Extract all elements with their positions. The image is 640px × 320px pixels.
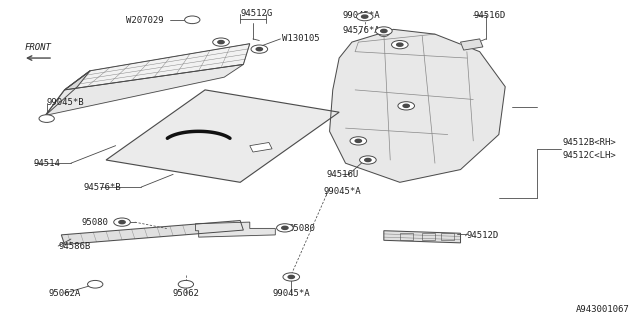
Polygon shape bbox=[106, 90, 339, 182]
Text: 99045*B: 99045*B bbox=[47, 98, 84, 107]
Text: 94512C<LH>: 94512C<LH> bbox=[563, 151, 616, 160]
Circle shape bbox=[360, 156, 376, 164]
Text: 99045*A: 99045*A bbox=[273, 289, 310, 298]
Circle shape bbox=[362, 15, 368, 18]
Text: 94512G: 94512G bbox=[240, 9, 272, 18]
Text: 95080: 95080 bbox=[288, 224, 315, 233]
Circle shape bbox=[403, 104, 410, 108]
Text: 94586B: 94586B bbox=[58, 242, 90, 251]
Circle shape bbox=[283, 273, 300, 281]
Circle shape bbox=[212, 38, 229, 46]
Circle shape bbox=[88, 280, 103, 288]
Text: 99045*A: 99045*A bbox=[324, 188, 361, 196]
Text: 95062: 95062 bbox=[172, 289, 199, 298]
Circle shape bbox=[392, 41, 408, 49]
Text: 95080: 95080 bbox=[81, 218, 108, 227]
Circle shape bbox=[184, 16, 200, 24]
Circle shape bbox=[218, 41, 224, 44]
Circle shape bbox=[356, 12, 373, 21]
Polygon shape bbox=[61, 220, 243, 244]
Circle shape bbox=[397, 43, 403, 46]
Circle shape bbox=[381, 29, 387, 33]
Circle shape bbox=[178, 280, 193, 288]
Circle shape bbox=[365, 158, 371, 162]
Text: 94516D: 94516D bbox=[473, 11, 506, 20]
Text: 99045*A: 99045*A bbox=[342, 11, 380, 20]
Polygon shape bbox=[384, 231, 461, 243]
Polygon shape bbox=[45, 71, 90, 116]
Text: A943001067: A943001067 bbox=[576, 305, 630, 314]
Polygon shape bbox=[45, 64, 243, 116]
Circle shape bbox=[355, 139, 362, 142]
Text: 94512D: 94512D bbox=[467, 231, 499, 240]
Text: 95062A: 95062A bbox=[49, 289, 81, 298]
Text: 94516U: 94516U bbox=[326, 170, 358, 179]
Polygon shape bbox=[65, 44, 250, 90]
Circle shape bbox=[114, 218, 131, 226]
Circle shape bbox=[350, 137, 367, 145]
Circle shape bbox=[282, 226, 288, 229]
Text: 94576*B: 94576*B bbox=[84, 183, 122, 192]
Polygon shape bbox=[330, 29, 505, 182]
Circle shape bbox=[376, 27, 392, 35]
Text: 94576*A: 94576*A bbox=[342, 27, 380, 36]
Circle shape bbox=[39, 115, 54, 123]
Polygon shape bbox=[461, 39, 483, 50]
Text: W130105: W130105 bbox=[282, 35, 319, 44]
Text: FRONT: FRONT bbox=[24, 43, 51, 52]
Text: 94512B<RH>: 94512B<RH> bbox=[563, 138, 616, 147]
Circle shape bbox=[398, 102, 415, 110]
Circle shape bbox=[288, 275, 294, 278]
Polygon shape bbox=[250, 142, 272, 152]
Circle shape bbox=[276, 224, 293, 232]
Text: 94514: 94514 bbox=[34, 159, 61, 168]
Circle shape bbox=[251, 45, 268, 53]
Text: W207029: W207029 bbox=[126, 16, 164, 25]
Polygon shape bbox=[195, 222, 275, 237]
Circle shape bbox=[256, 48, 262, 51]
Polygon shape bbox=[378, 28, 390, 36]
Circle shape bbox=[119, 220, 125, 224]
